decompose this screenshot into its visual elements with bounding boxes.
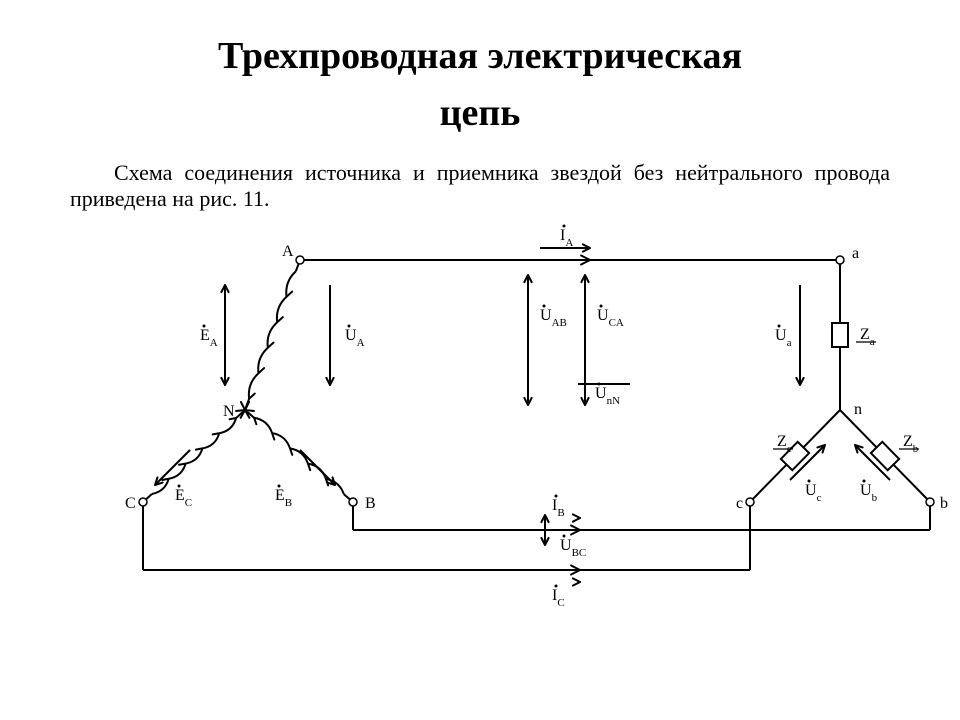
svg-text:IB: IB: [552, 497, 565, 519]
svg-text:UA: UA: [345, 327, 365, 349]
svg-text:c: c: [736, 495, 743, 512]
page-title: Трехпроводная электрическая цепь: [70, 28, 890, 142]
title-line2: цепь: [440, 92, 521, 134]
circuit-svg: Za Zb Zc EA UA EC EB UAB UCA UBC UnN Ua Uc Ub IA IB IC A N…: [70, 220, 950, 610]
svg-text:b: b: [940, 495, 948, 512]
circuit-diagram: ZaZbZcEAUAECEBUABUCAUBCUnNUaUcUbIAIBICAN…: [70, 220, 890, 610]
svg-text:n: n: [854, 401, 862, 418]
svg-text:N: N: [223, 403, 235, 420]
svg-text:Zb: Zb: [903, 433, 919, 455]
svg-text:IC: IC: [552, 587, 565, 609]
svg-text:C: C: [125, 495, 136, 512]
svg-text:EB: EB: [275, 487, 292, 509]
svg-text:a: a: [852, 245, 859, 262]
svg-text:UnN: UnN: [595, 385, 620, 407]
svg-text:A: A: [282, 243, 294, 260]
title-line1: Трехпроводная электрическая: [218, 35, 742, 77]
svg-text:UAB: UAB: [540, 307, 567, 329]
svg-text:Ua: Ua: [775, 327, 792, 349]
svg-text:Uc: Uc: [805, 482, 822, 504]
paragraph: Схема соединения источника и приемника з…: [70, 160, 890, 212]
svg-text:UBC: UBC: [560, 537, 586, 559]
svg-text:Za: Za: [860, 326, 875, 348]
svg-text:B: B: [365, 495, 376, 512]
svg-text:EC: EC: [175, 487, 192, 509]
svg-text:EA: EA: [200, 327, 218, 349]
svg-text:Zc: Zc: [777, 433, 792, 455]
svg-text:Ub: Ub: [860, 482, 878, 504]
svg-text:UCA: UCA: [597, 307, 624, 329]
svg-text:IA: IA: [560, 227, 573, 249]
